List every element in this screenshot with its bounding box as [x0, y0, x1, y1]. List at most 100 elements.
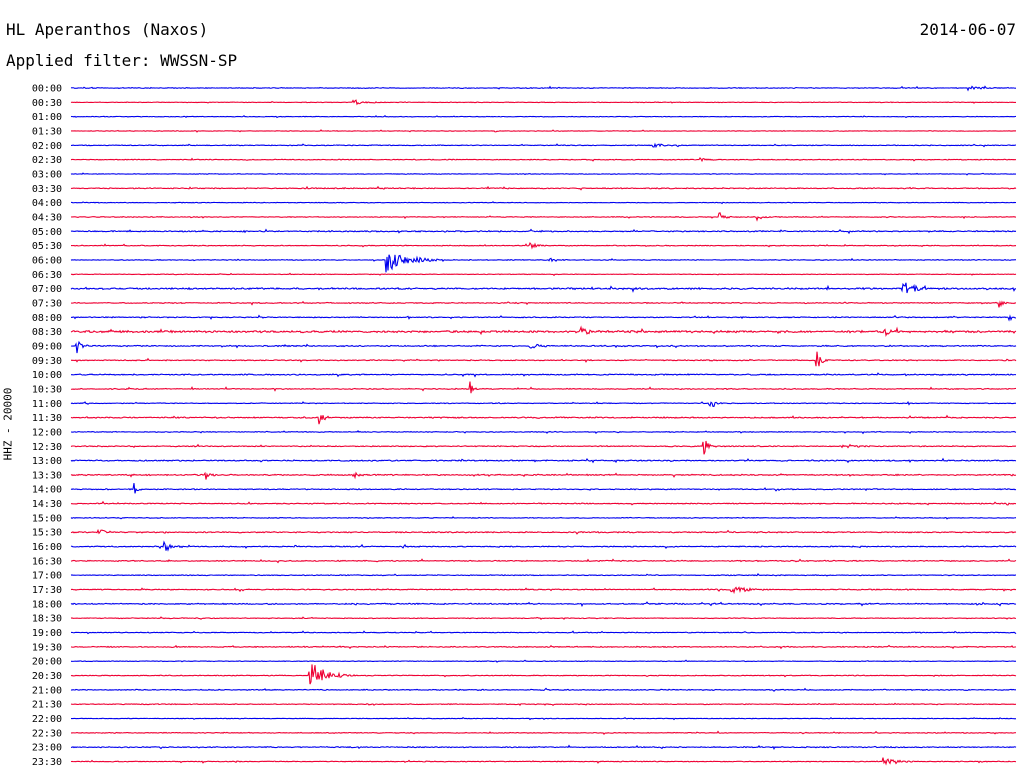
row-time-label: 14:30 — [32, 499, 62, 510]
trace-row — [70, 242, 1017, 250]
row-time-label: 09:00 — [32, 341, 62, 352]
row-time-label: 19:30 — [32, 642, 62, 653]
row-time-label: 11:00 — [32, 399, 62, 410]
row-time-label: 09:30 — [32, 356, 62, 367]
row-time-label: 00:00 — [32, 84, 62, 95]
row-time-label: 02:00 — [32, 141, 62, 152]
row-time-label: 21:00 — [32, 685, 62, 696]
row-time-label: 13:00 — [32, 456, 62, 467]
row-time-label: 20:30 — [32, 671, 62, 682]
row-time-label: 10:00 — [32, 370, 62, 381]
trace-row — [70, 212, 1017, 222]
trace-row — [70, 586, 1017, 595]
trace-row — [70, 440, 1017, 455]
trace-row — [70, 687, 1017, 692]
row-time-label: 07:30 — [32, 298, 62, 309]
trace-row — [70, 314, 1017, 322]
row-time-label: 03:00 — [32, 169, 62, 180]
trace-row — [70, 272, 1017, 277]
row-time-label: 22:00 — [32, 714, 62, 725]
row-time-label: 21:30 — [32, 700, 62, 711]
trace-row — [70, 85, 1017, 92]
trace-row — [70, 457, 1017, 464]
row-time-label: 08:00 — [32, 313, 62, 324]
row-time-label: 12:00 — [32, 427, 62, 438]
trace-row — [70, 644, 1017, 650]
row-time-label: 06:30 — [32, 270, 62, 281]
trace-row — [70, 300, 1016, 308]
trace-row — [70, 142, 1017, 149]
row-time-label: 07:00 — [32, 284, 62, 295]
trace-row — [70, 254, 1017, 273]
row-time-label: 04:00 — [32, 198, 62, 209]
trace-row — [70, 340, 1017, 354]
trace-row — [70, 744, 1017, 750]
row-time-label: 17:00 — [32, 571, 62, 582]
trace-row — [70, 172, 1016, 176]
row-time-label: 20:00 — [32, 657, 62, 668]
row-time-label: 23:00 — [32, 743, 62, 754]
trace-row — [70, 157, 1017, 163]
trace-row — [70, 516, 1017, 520]
trace-row — [70, 716, 1017, 721]
trace-row — [70, 664, 1017, 685]
row-time-label: 18:30 — [32, 614, 62, 625]
row-time-label: 12:30 — [32, 442, 62, 453]
row-time-label: 06:00 — [32, 255, 62, 266]
station-title: HL Aperanthos (Naxos) — [6, 20, 209, 39]
trace-row — [70, 325, 1017, 337]
trace-row — [70, 414, 1017, 425]
row-time-label: 11:30 — [32, 413, 62, 424]
row-time-label: 10:30 — [32, 384, 62, 395]
trace-row — [70, 99, 1017, 106]
row-time-label: 15:30 — [32, 528, 62, 539]
trace-row — [70, 540, 1017, 552]
trace-row — [70, 500, 1017, 506]
trace-row — [70, 757, 1017, 766]
row-time-label: 05:00 — [32, 227, 62, 238]
row-time-label: 03:30 — [32, 184, 62, 195]
row-time-label: 19:00 — [32, 628, 62, 639]
row-time-label: 01:30 — [32, 126, 62, 137]
trace-row — [70, 601, 1017, 608]
trace-row — [70, 282, 1017, 294]
record-date: 2014-06-07 — [919, 20, 1016, 39]
row-time-label: 00:30 — [32, 98, 62, 109]
trace-row — [70, 351, 1017, 367]
trace-row — [70, 228, 1017, 235]
trace-row — [70, 528, 1017, 535]
trace-row — [70, 659, 1017, 663]
trace-row — [70, 185, 1017, 191]
row-time-label: 22:30 — [32, 728, 62, 739]
row-time-label: 17:30 — [32, 585, 62, 596]
row-time-label: 18:00 — [32, 599, 62, 610]
row-time-label: 16:30 — [32, 556, 62, 567]
trace-row — [70, 630, 1017, 635]
row-time-label: 13:30 — [32, 470, 62, 481]
trace-row — [70, 381, 1017, 394]
trace-row — [70, 616, 1017, 620]
filter-label: Applied filter: WWSSN-SP — [6, 51, 238, 70]
trace-row — [70, 129, 1017, 133]
row-time-label: 23:30 — [32, 757, 62, 768]
trace-row — [70, 730, 1017, 736]
row-time-label: 05:30 — [32, 241, 62, 252]
trace-row — [70, 558, 1017, 564]
row-time-label: 14:00 — [32, 485, 62, 496]
row-time-label: 04:30 — [32, 212, 62, 223]
trace-row — [70, 400, 1017, 408]
row-time-label: 01:00 — [32, 112, 62, 123]
row-time-label: 15:00 — [32, 513, 62, 524]
row-time-label: 08:30 — [32, 327, 62, 338]
trace-row — [70, 114, 1017, 119]
trace-row — [70, 702, 1017, 706]
trace-row — [70, 430, 1017, 435]
trace-row — [70, 372, 1017, 378]
trace-row — [70, 483, 1017, 494]
row-time-label: 16:00 — [32, 542, 62, 553]
row-time-label: 02:30 — [32, 155, 62, 166]
trace-row — [70, 471, 1017, 480]
trace-row — [70, 201, 1017, 205]
